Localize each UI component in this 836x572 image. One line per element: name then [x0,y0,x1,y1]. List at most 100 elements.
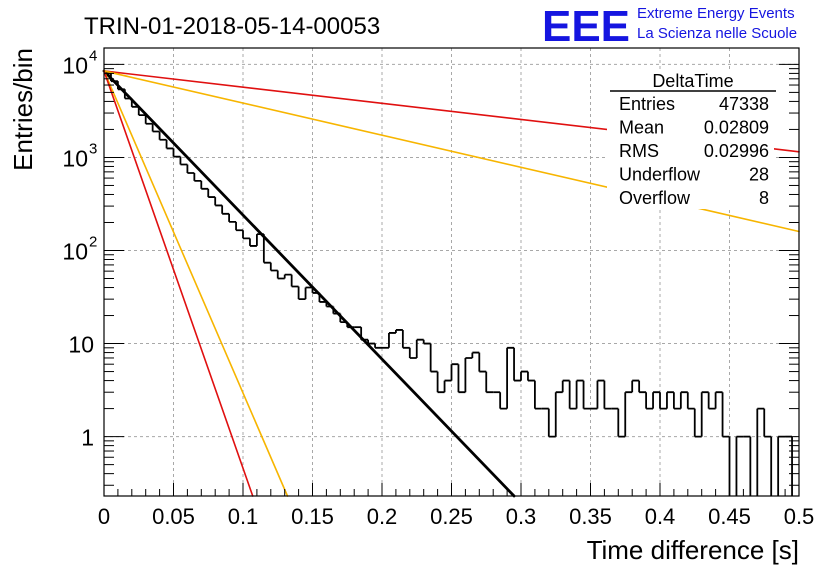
histogram-bin [652,391,660,409]
x-tick-label: 0.15 [291,504,334,529]
histogram-bin [596,379,605,409]
x-tick-labels: 0 0.05 0.1 0.15 0.2 0.25 0.3 0.35 0.4 0.45 0.5 [98,504,814,529]
histogram-bin [686,392,695,410]
histogram-bin [666,391,674,409]
axis-ticks [103,63,800,496]
histogram-bin [276,270,285,280]
histogram-bin [249,238,257,247]
histogram-bin [283,273,292,279]
histogram-bin [151,123,160,133]
fit-line-ref-red-fast [103,70,254,497]
histogram-bin [367,339,376,345]
histogram-bin [374,343,382,349]
histogram-bin [464,357,473,393]
logo-line-1: Extreme Energy Events [637,5,795,22]
histogram-bin [547,408,556,438]
stats-label: RMS [619,141,659,161]
y-tick-label: 10 [62,52,88,78]
histogram-bin [436,371,445,394]
stats-value: 0.02996 [704,141,769,161]
histogram-bin [513,347,521,382]
histogram-bin [673,392,681,410]
stats-value: 0.02809 [704,118,769,138]
chart-title: TRIN-01-2018-05-14-00053 [84,13,380,40]
histogram-bin [499,392,508,410]
histogram-bin [179,156,188,166]
x-tick-label: 0.45 [708,504,751,529]
histogram-bin [645,392,654,410]
histogram-bin [506,346,515,409]
histogram-bin [269,262,278,272]
x-axis-label: Time difference [s] [587,535,799,565]
y-tick-label: 10 [62,238,88,264]
histogram-bin [214,197,223,207]
histogram-bin [763,408,772,438]
y-axis-label: Entries/bin [8,48,38,171]
stats-title: DeltaTime [652,71,733,91]
histogram-bin [422,339,431,345]
logo-line-2: La Scienza nelle Scuole [637,25,797,42]
histogram-bin [228,213,237,223]
histogram-bin [603,380,612,410]
histogram-bin [568,380,577,410]
stats-label: Mean [619,118,664,138]
stats-rows: Entries 47338 Mean 0.02809 RMS 0.02996Underfl… [619,94,769,208]
stats-value: 47338 [719,94,769,114]
stats-box-bg [607,69,774,209]
histogram-bin [631,379,640,393]
histogram-bin [756,407,765,496]
histogram-bin [193,173,202,182]
histogram-bin [735,435,744,496]
stats-label: Underflow [619,165,701,185]
grid [104,48,799,496]
histogram-bin [158,131,167,141]
eee-logo: EEE Extreme Energy Events La Scienza nel… [542,2,797,51]
x-tick-label: 0.3 [506,504,537,529]
x-tick-label: 0.4 [645,504,676,529]
histogram-bin [638,380,647,394]
y-tick-label: 10 [68,332,94,358]
y-tick-exponent: 3 [89,140,97,157]
histogram-bin [624,391,633,437]
eee-logo-text: EEE [542,2,630,51]
histogram-bin [221,205,230,215]
stats-label: Entries [619,94,675,114]
y-tick-exponent: 4 [89,47,97,64]
histogram-bin [395,329,403,333]
histogram-bin [429,343,438,373]
histogram-bin [401,329,410,349]
histogram-bin [262,234,271,264]
histogram-bin [700,391,709,437]
x-tick-label: 0.2 [367,504,398,529]
histogram-bin [304,286,313,300]
histogram-bin [450,363,459,381]
y-tick-label: 10 [62,145,88,171]
histogram-bin [693,408,702,438]
histogram-bin [777,435,786,496]
histogram-bin [242,230,250,240]
stats-value: 8 [759,188,769,208]
histogram-bin [534,380,542,410]
x-tick-label: 0.1 [228,504,259,529]
histogram-bin [443,379,452,393]
x-tick-label: 0.05 [152,504,195,529]
histogram-bin [144,115,153,125]
histogram-bin [297,286,306,301]
histogram-bin [721,392,730,438]
histogram-bin [575,379,584,409]
histogram-bin [554,391,563,437]
histogram-bin [617,408,626,438]
histogram-bin [172,148,181,158]
stats-value: 28 [749,165,769,185]
histogram-bars [104,72,793,496]
histogram-bin [520,370,528,381]
y-tick-label: 1 [81,425,94,451]
histogram-bin [471,351,480,358]
x-tick-label: 0.5 [784,504,815,529]
histogram-bin [561,379,570,393]
histogram-bin [165,139,174,150]
histogram-bin [200,180,209,190]
histogram-bin [457,364,466,394]
